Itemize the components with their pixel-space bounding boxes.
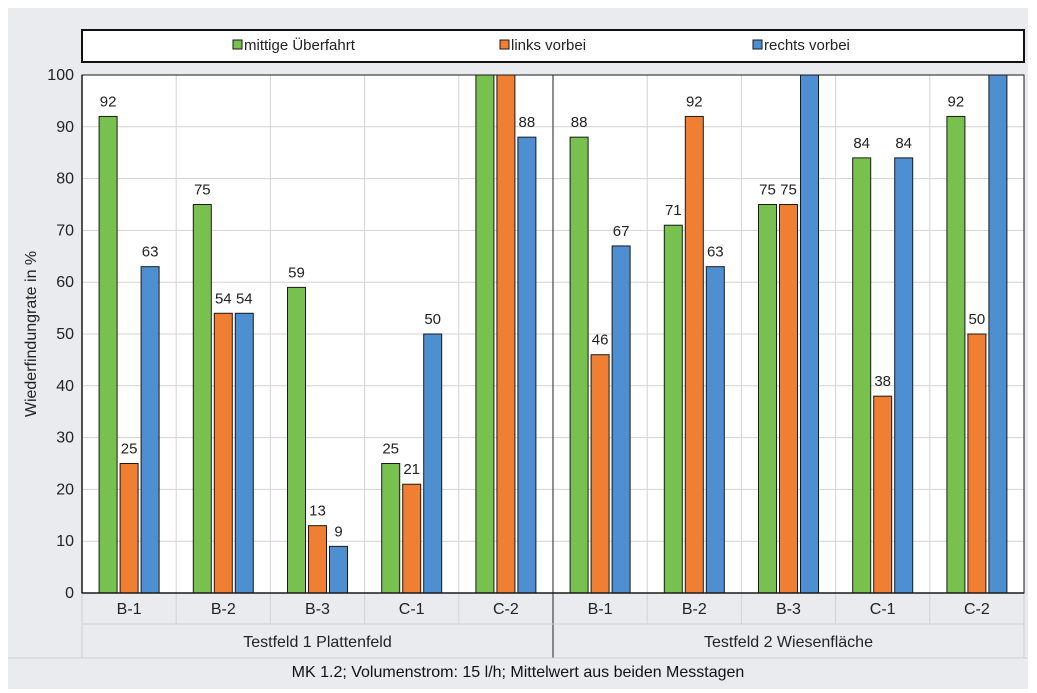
y-tick-label: 40 [56,378,74,395]
data-label: 92 [686,93,703,110]
x-tick-label: B-3 [776,601,801,618]
data-label: 21 [403,461,420,478]
x-tick-label: C-2 [493,601,519,618]
bar [684,115,704,594]
y-tick-label: 10 [56,533,74,550]
bar [590,354,610,594]
data-label: 25 [382,441,399,458]
bar [329,545,348,594]
bar [192,204,212,594]
legend-label: rechts vorbei [764,37,850,54]
bar [119,463,139,594]
legend-swatch [499,39,510,50]
x-tick-label: B-3 [305,601,330,618]
y-tick-label: 30 [56,430,74,447]
group-label: Testfeld 2 Wiesenfläche [704,634,873,651]
y-tick-label: 70 [56,222,74,239]
data-label: 13 [309,503,326,520]
bar [894,157,914,594]
chart-caption: MK 1.2; Volumenstrom: 15 l/h; Mittelwert… [291,664,745,681]
bar [611,245,631,594]
y-tick-label: 0 [65,585,74,602]
bar [475,74,495,594]
data-label: 50 [424,311,441,328]
x-tick-label: B-1 [588,601,613,618]
y-tick-label: 80 [56,171,74,188]
bar [779,204,798,594]
bar [287,286,306,594]
legend-label: mittige Überfahrt [244,36,356,54]
bar [663,224,683,594]
y-tick-label: 90 [56,119,74,136]
legend-swatch [752,39,763,50]
bar [852,157,872,594]
bar [988,74,1008,594]
data-label: 54 [236,290,253,307]
data-label: 63 [142,244,159,261]
x-tick-label: B-1 [117,601,142,618]
bar [402,483,422,594]
x-tick-label: B-2 [211,601,236,618]
data-label: 71 [665,202,682,219]
bar [800,74,819,594]
bar [569,136,589,594]
x-tick-label: B-2 [682,601,707,618]
bar [213,312,233,594]
data-label: 54 [215,290,232,307]
data-label: 88 [571,114,588,131]
bar [496,74,516,594]
bar [98,115,118,594]
bar [234,312,254,594]
bar [705,266,725,594]
legend-swatch [232,39,243,50]
data-label: 84 [853,135,870,152]
data-label: 46 [592,332,609,349]
data-label: 75 [759,182,776,199]
bar [758,204,777,594]
bar [873,395,893,594]
data-label: 75 [194,182,211,199]
data-label: 63 [707,244,724,261]
data-label: 88 [519,114,536,131]
x-tick-label: C-1 [399,601,425,618]
bar [517,136,537,594]
bar [140,266,160,594]
y-tick-label: 50 [56,326,74,343]
legend-label: links vorbei [511,37,586,54]
data-label: 25 [121,441,138,458]
y-tick-label: 60 [56,274,74,291]
data-label: 50 [969,311,986,328]
bar [967,333,987,594]
data-label: 84 [895,135,912,152]
bar [946,115,966,594]
bar [423,333,443,594]
data-label: 38 [874,373,891,390]
data-label: 9 [334,523,342,540]
y-tick-label: 100 [47,67,74,84]
x-tick-label: C-1 [870,601,896,618]
data-label: 67 [613,223,630,240]
data-label: 92 [100,93,117,110]
bar [381,463,401,594]
data-label: 75 [780,182,797,199]
y-tick-label: 20 [56,481,74,498]
group-label: Testfeld 1 Plattenfeld [243,634,392,651]
bar [308,525,327,594]
data-label: 59 [288,264,305,281]
x-tick-label: C-2 [964,601,990,618]
data-label: 92 [948,93,965,110]
y-axis-label: Wiederfindungrate in % [23,251,40,417]
